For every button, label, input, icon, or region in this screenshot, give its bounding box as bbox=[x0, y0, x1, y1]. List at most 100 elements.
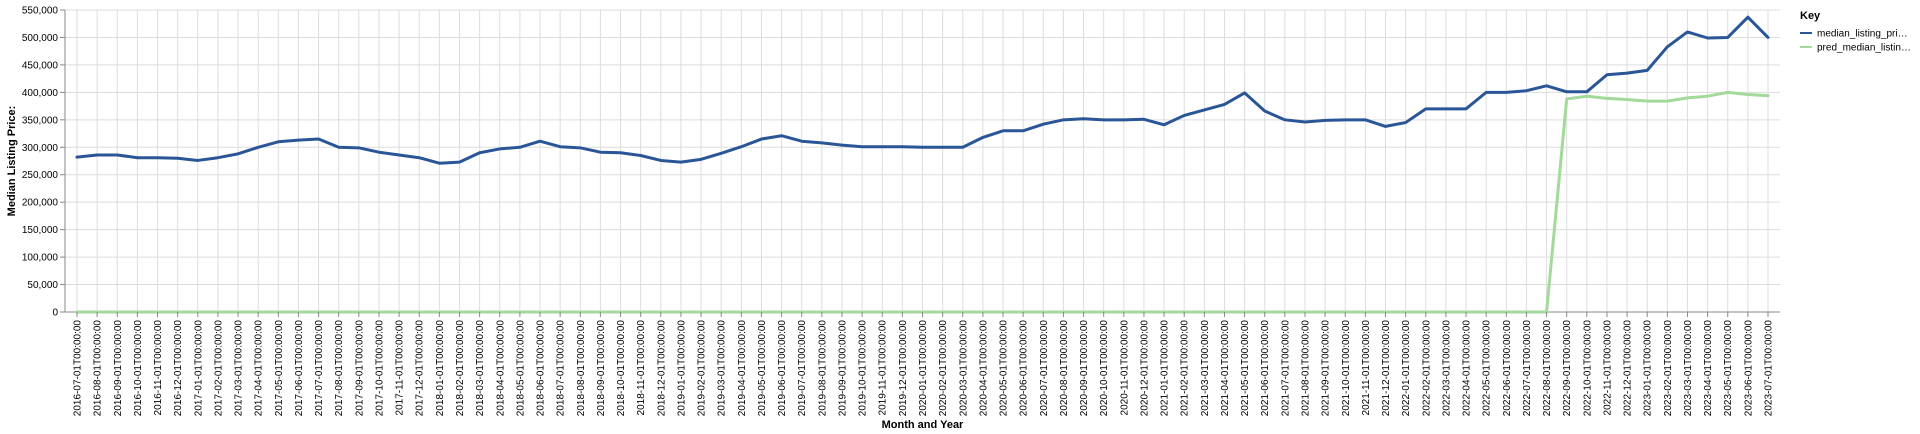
x-tick-label: 2022-02-01T00:00:00 bbox=[1421, 320, 1432, 417]
x-tick-label: 2017-11-01T00:00:00 bbox=[395, 320, 406, 416]
x-tick-label: 2018-12-01T00:00:00 bbox=[656, 320, 667, 417]
x-tick-label: 2018-07-01T00:00:00 bbox=[556, 320, 567, 417]
y-axis-ticks: 0 50,000 100,000 150,000 200,000 250,000 300,0… bbox=[22, 6, 65, 319]
x-tick-label: 2018-06-01T00:00:00 bbox=[536, 320, 547, 417]
x-tick-label: 2021-05-01T00:00:00 bbox=[1240, 320, 1251, 417]
y-tick-label: 50,000 bbox=[27, 280, 58, 291]
x-tick-label: 2017-03-01T00:00:00 bbox=[234, 320, 245, 417]
x-tick-label: 2017-12-01T00:00:00 bbox=[415, 320, 426, 417]
x-tick-label: 2021-08-01T00:00:00 bbox=[1300, 320, 1311, 417]
x-tick-label: 2021-09-01T00:00:00 bbox=[1321, 320, 1332, 417]
x-tick-label: 2020-06-01T00:00:00 bbox=[1019, 320, 1030, 417]
x-tick-label: 2018-11-01T00:00:00 bbox=[636, 320, 647, 416]
y-tick-label: 250,000 bbox=[22, 170, 59, 181]
x-tick-label: 2019-05-01T00:00:00 bbox=[757, 320, 768, 417]
x-tick-label: 2020-04-01T00:00:00 bbox=[978, 320, 989, 417]
x-tick-label: 2022-08-01T00:00:00 bbox=[1542, 320, 1553, 417]
x-tick-label: 2018-05-01T00:00:00 bbox=[515, 320, 526, 417]
x-tick-label: 2022-12-01T00:00:00 bbox=[1623, 320, 1634, 417]
x-tick-label: 2022-05-01T00:00:00 bbox=[1482, 320, 1493, 417]
y-tick-label: 150,000 bbox=[22, 225, 59, 236]
x-tick-label: 2020-05-01T00:00:00 bbox=[999, 320, 1010, 417]
x-tick-label: 2020-11-01T00:00:00 bbox=[1119, 320, 1130, 416]
x-tick-label: 2022-06-01T00:00:00 bbox=[1502, 320, 1513, 417]
x-tick-label: 2020-03-01T00:00:00 bbox=[958, 320, 969, 417]
grid bbox=[65, 9, 1780, 313]
x-tick-label: 2023-05-01T00:00:00 bbox=[1723, 320, 1734, 417]
x-tick-label: 2016-12-01T00:00:00 bbox=[173, 320, 184, 417]
x-tick-label: 2016-11-01T00:00:00 bbox=[153, 320, 164, 416]
x-tick-label: 2018-03-01T00:00:00 bbox=[475, 320, 486, 417]
x-tick-label: 2023-01-01T00:00:00 bbox=[1643, 320, 1654, 417]
legend-title: Key bbox=[1800, 10, 1821, 22]
x-tick-label: 2022-09-01T00:00:00 bbox=[1562, 320, 1573, 417]
legend-label: median_listing_pri… bbox=[1817, 29, 1908, 40]
x-tick-label: 2021-07-01T00:00:00 bbox=[1280, 320, 1291, 417]
x-tick-label: 2017-04-01T00:00:00 bbox=[254, 320, 265, 417]
x-tick-label: 2019-03-01T00:00:00 bbox=[717, 320, 728, 417]
x-tick-label: 2016-08-01T00:00:00 bbox=[93, 320, 104, 417]
x-tick-label: 2016-07-01T00:00:00 bbox=[73, 320, 84, 417]
y-tick-label: 500,000 bbox=[22, 33, 59, 44]
x-tick-label: 2022-10-01T00:00:00 bbox=[1582, 320, 1593, 417]
x-tick-label: 2022-07-01T00:00:00 bbox=[1522, 320, 1533, 417]
x-tick-label: 2019-11-01T00:00:00 bbox=[878, 320, 889, 416]
x-tick-label: 2018-08-01T00:00:00 bbox=[576, 320, 587, 417]
x-tick-label: 2021-01-01T00:00:00 bbox=[1160, 320, 1171, 417]
x-tick-label: 2019-02-01T00:00:00 bbox=[697, 320, 708, 417]
y-tick-label: 300,000 bbox=[22, 143, 59, 154]
x-tick-label: 2018-01-01T00:00:00 bbox=[435, 320, 446, 417]
x-tick-label: 2017-10-01T00:00:00 bbox=[374, 320, 385, 417]
legend-label: pred_median_listin… bbox=[1817, 43, 1911, 54]
x-tick-label: 2021-12-01T00:00:00 bbox=[1381, 320, 1392, 417]
series-line-median-listing-price bbox=[75, 15, 1770, 165]
x-tick-label: 2017-01-01T00:00:00 bbox=[193, 320, 204, 417]
y-tick-label: 550,000 bbox=[22, 6, 59, 17]
x-tick-label: 2020-01-01T00:00:00 bbox=[918, 320, 929, 417]
x-tick-label: 2017-02-01T00:00:00 bbox=[213, 320, 224, 417]
x-tick-label: 2021-11-01T00:00:00 bbox=[1361, 320, 1372, 416]
x-tick-label: 2021-10-01T00:00:00 bbox=[1341, 320, 1352, 417]
x-tick-label: 2017-07-01T00:00:00 bbox=[314, 320, 325, 417]
x-tick-label: 2016-09-01T00:00:00 bbox=[113, 320, 124, 417]
x-tick-label: 2020-07-01T00:00:00 bbox=[1039, 320, 1050, 417]
x-tick-label: 2022-04-01T00:00:00 bbox=[1462, 320, 1473, 417]
x-tick-label: 2018-04-01T00:00:00 bbox=[495, 320, 506, 417]
y-tick-label: 100,000 bbox=[22, 253, 59, 264]
x-tick-label: 2023-02-01T00:00:00 bbox=[1663, 320, 1674, 417]
x-tick-label: 2019-10-01T00:00:00 bbox=[858, 320, 869, 417]
x-axis-title: Month and Year bbox=[882, 419, 964, 431]
y-tick-label: 400,000 bbox=[22, 88, 59, 99]
x-tick-label: 2016-10-01T00:00:00 bbox=[133, 320, 144, 417]
x-tick-label: 2023-06-01T00:00:00 bbox=[1743, 320, 1754, 417]
x-tick-label: 2020-08-01T00:00:00 bbox=[1059, 320, 1070, 417]
x-tick-label: 2017-05-01T00:00:00 bbox=[274, 320, 285, 417]
x-tick-label: 2022-11-01T00:00:00 bbox=[1602, 320, 1613, 416]
x-tick-label: 2019-06-01T00:00:00 bbox=[777, 320, 788, 417]
x-tick-label: 2018-02-01T00:00:00 bbox=[455, 320, 466, 417]
y-tick-label: 350,000 bbox=[22, 115, 59, 126]
x-tick-label: 2023-03-01T00:00:00 bbox=[1683, 320, 1694, 417]
x-tick-label: 2021-04-01T00:00:00 bbox=[1220, 320, 1231, 417]
x-tick-label: 2023-04-01T00:00:00 bbox=[1703, 320, 1714, 417]
x-axis-ticks: 2016-07-01T00:00:00 2016-08-01T00:00:00 20… bbox=[73, 312, 1775, 416]
x-tick-label: 2022-01-01T00:00:00 bbox=[1401, 320, 1412, 417]
x-tick-label: 2019-07-01T00:00:00 bbox=[797, 320, 808, 417]
x-tick-label: 2020-09-01T00:00:00 bbox=[1079, 320, 1090, 417]
x-tick-label: 2019-08-01T00:00:00 bbox=[817, 320, 828, 417]
x-tick-label: 2021-02-01T00:00:00 bbox=[1180, 320, 1191, 417]
y-axis-title: Median Listing Price: bbox=[6, 106, 18, 217]
x-tick-label: 2019-04-01T00:00:00 bbox=[737, 320, 748, 417]
x-tick-label: 2020-10-01T00:00:00 bbox=[1099, 320, 1110, 417]
x-tick-label: 2020-12-01T00:00:00 bbox=[1139, 320, 1150, 417]
x-tick-label: 2021-06-01T00:00:00 bbox=[1260, 320, 1271, 417]
x-tick-label: 2018-09-01T00:00:00 bbox=[596, 320, 607, 417]
x-tick-label: 2020-02-01T00:00:00 bbox=[938, 320, 949, 417]
x-tick-label: 2017-08-01T00:00:00 bbox=[334, 320, 345, 417]
x-tick-label: 2023-07-01T00:00:00 bbox=[1764, 320, 1775, 417]
x-tick-label: 2019-12-01T00:00:00 bbox=[898, 320, 909, 417]
legend: Key median_listing_pri… pred_median_listi… bbox=[1800, 10, 1911, 54]
y-tick-label: 0 bbox=[52, 308, 58, 319]
x-tick-label: 2021-03-01T00:00:00 bbox=[1200, 320, 1211, 417]
